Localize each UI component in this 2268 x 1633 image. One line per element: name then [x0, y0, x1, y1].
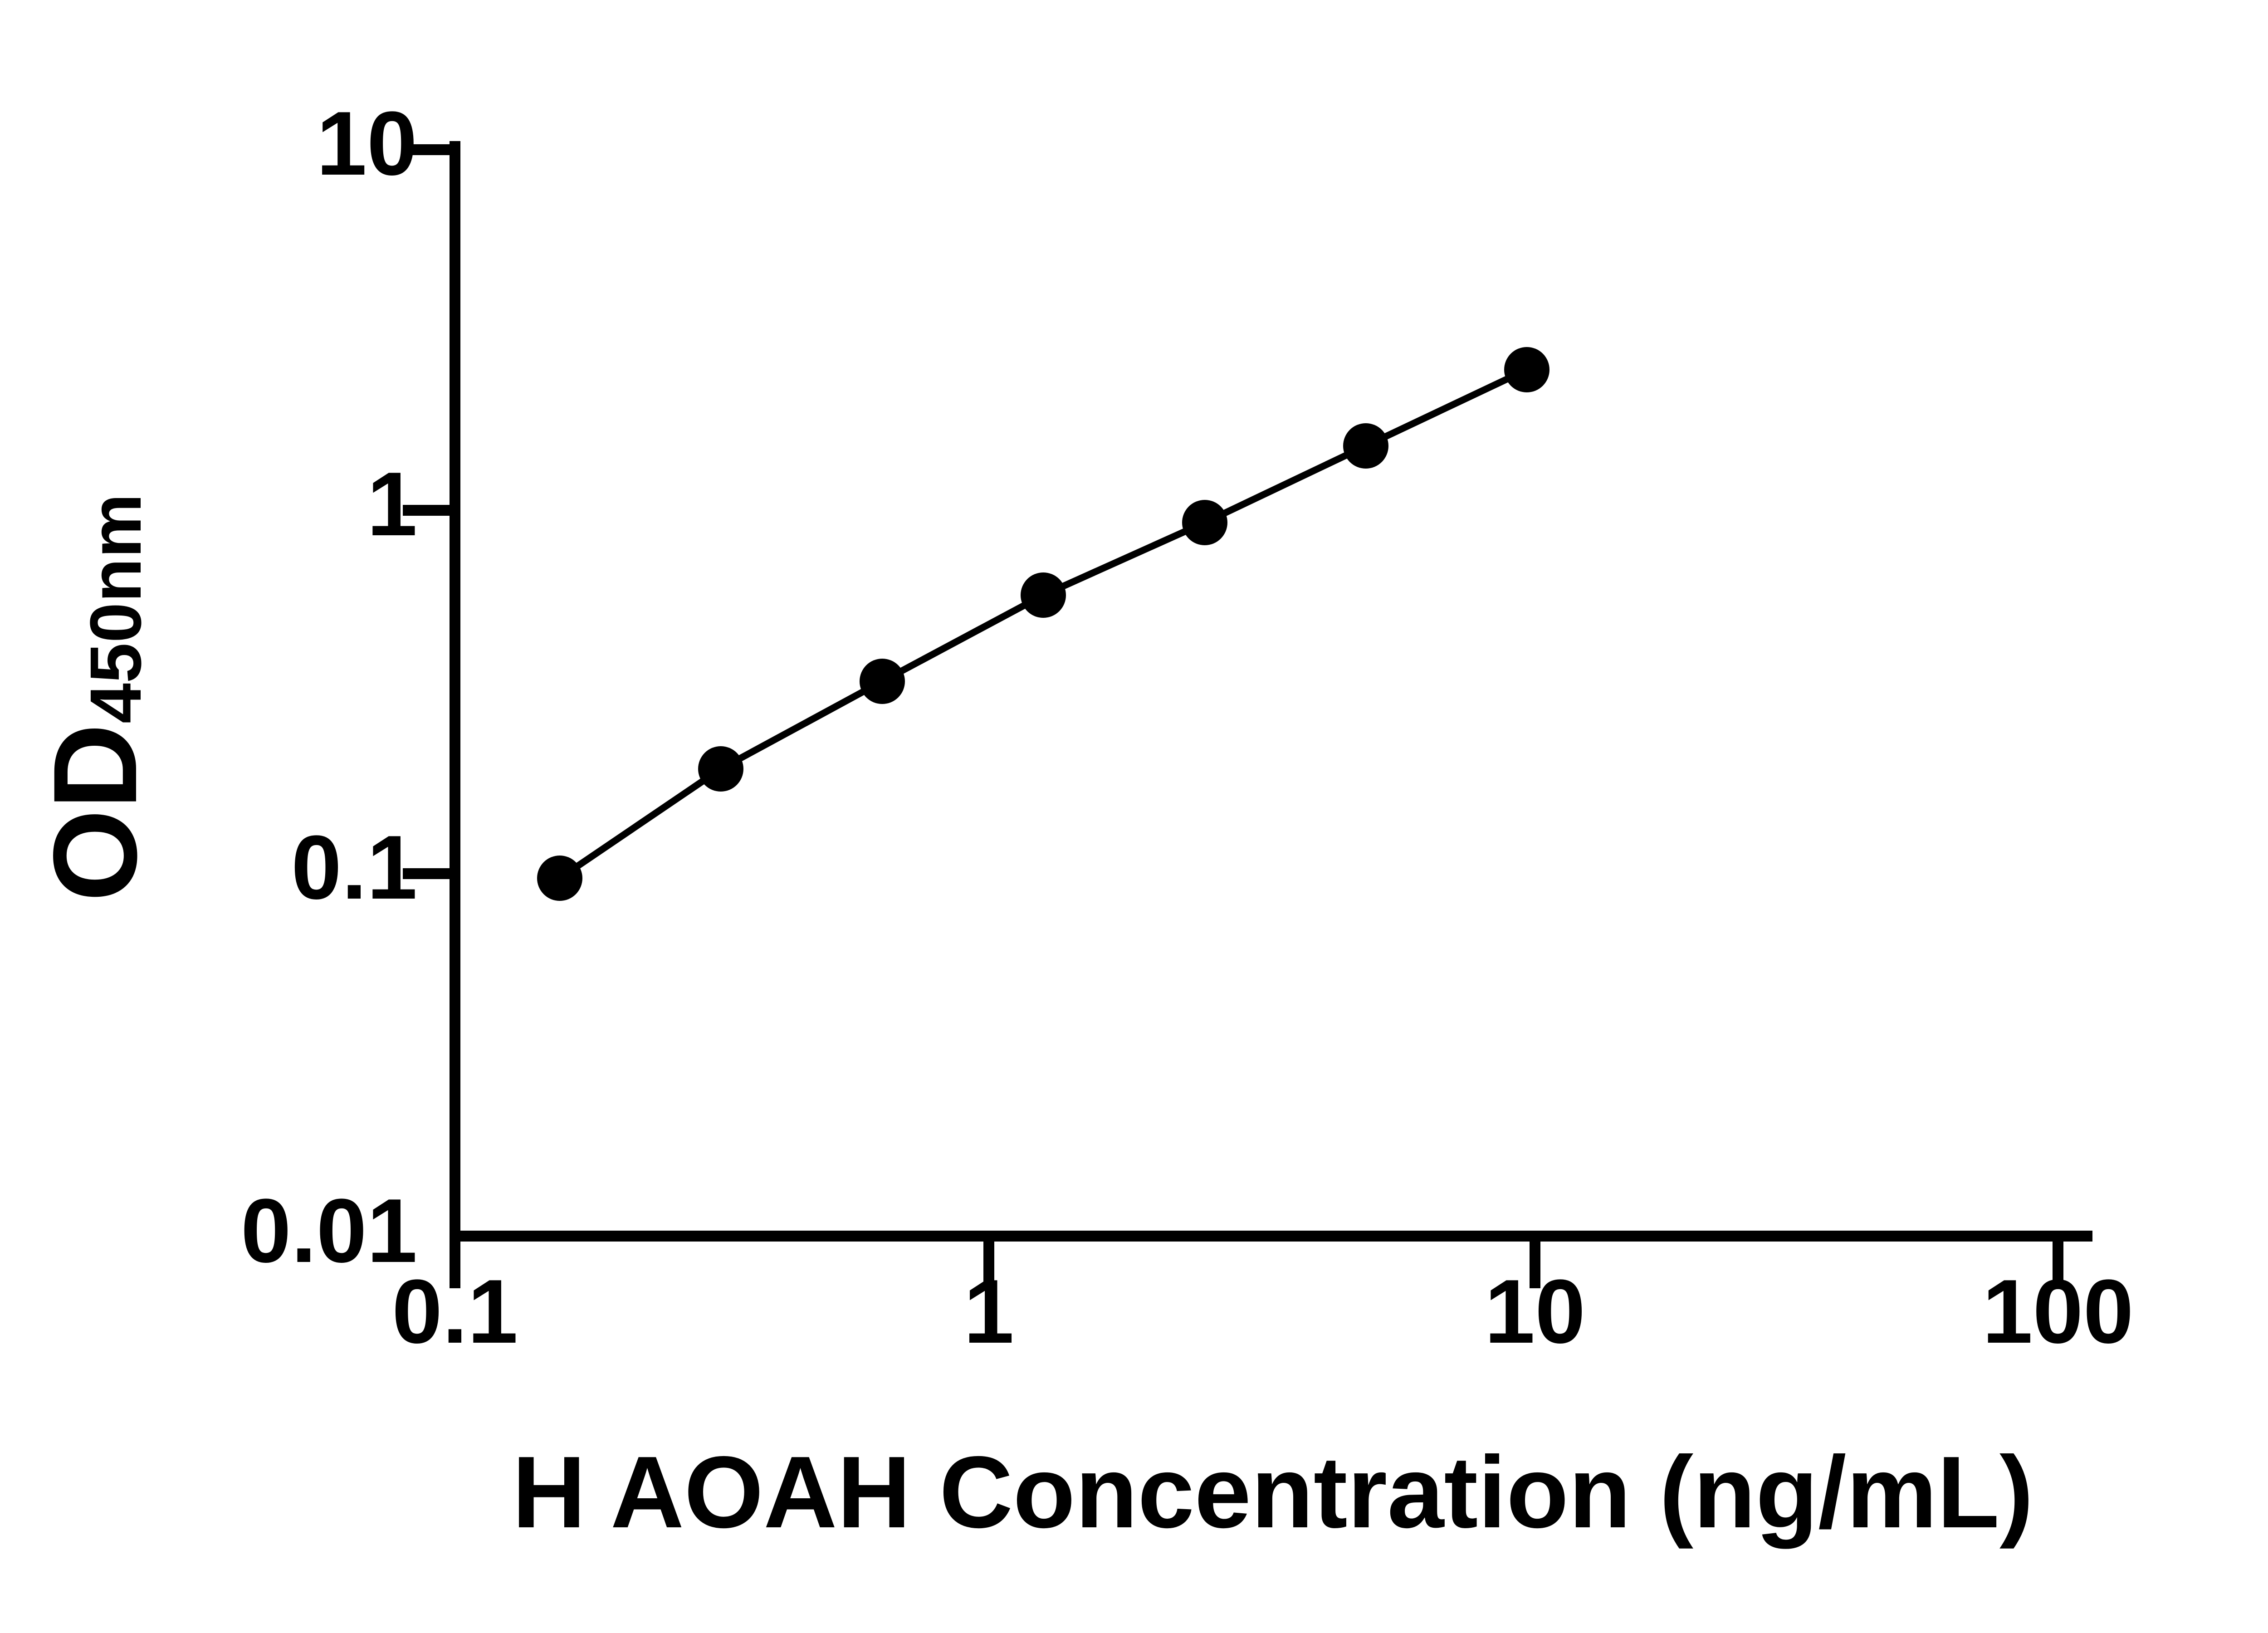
- svg-text:H AOAH Concentration (ng/mL): H AOAH Concentration (ng/mL): [512, 1435, 2033, 1549]
- svg-text:1: 1: [367, 454, 417, 555]
- svg-text:0.01: 0.01: [241, 1180, 417, 1281]
- svg-text:100: 100: [1982, 1261, 2134, 1362]
- svg-text:0.1: 0.1: [392, 1261, 518, 1362]
- svg-text:0.1: 0.1: [291, 817, 417, 918]
- svg-text:1: 1: [963, 1261, 1014, 1362]
- svg-text:10: 10: [1485, 1261, 1585, 1362]
- svg-text:10: 10: [317, 93, 417, 194]
